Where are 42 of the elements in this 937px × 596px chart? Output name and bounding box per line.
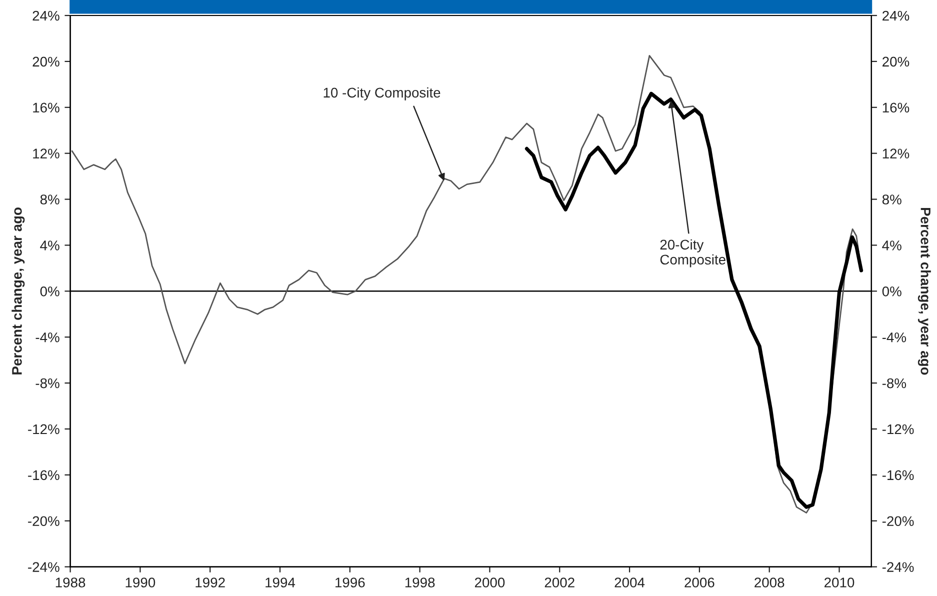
x-tick-label: 1988 [56, 578, 86, 588]
y-tick-label: -24% [28, 562, 60, 572]
y2-tick-label: -24% [882, 562, 914, 572]
y-tick-label: -16% [28, 470, 60, 480]
y2-tick-label: 4% [882, 240, 902, 250]
y-tick-label: 20% [32, 56, 60, 67]
annotation: 20-City Composite [660, 239, 726, 268]
x-tick-label: 2008 [754, 578, 784, 588]
y-tick-label: -12% [28, 424, 60, 434]
y-tick-label: -8% [36, 378, 60, 388]
x-tick-label: 2010 [824, 578, 854, 588]
x-tick-label: 1998 [405, 578, 435, 588]
x-tick-label: 2004 [614, 578, 645, 588]
y2-tick-label: -12% [882, 424, 914, 434]
y2-tick-label: -4% [882, 332, 906, 342]
x-tick-label: 1994 [266, 578, 296, 588]
y-tick-label: 8% [40, 194, 60, 204]
y2-tick-label: 8% [882, 194, 902, 204]
x-tick-label: 1996 [336, 578, 365, 588]
y2-tick-label: -20% [882, 516, 914, 526]
y-tick-label: 16% [33, 102, 60, 113]
y2-tick-label: 24% [882, 10, 910, 21]
y-tick-label: -20% [28, 516, 60, 526]
y-tick-label: 12% [33, 148, 60, 158]
x-tick-label: 1992 [196, 578, 225, 588]
y-tick-label: -4% [36, 332, 60, 342]
y2-tick-label: 16% [882, 102, 910, 113]
y-tick-label: 24% [32, 10, 60, 21]
x-tick-label: 2000 [474, 578, 505, 588]
y2-tick-label: 0% [882, 286, 902, 296]
annotation: 10 -City Composite [324, 87, 440, 100]
y2-tick-label: -16% [882, 470, 914, 480]
y-axis-title: Percent change, year ago [12, 208, 25, 374]
x-tick-label: 1990 [126, 578, 156, 588]
y2-tick-label: 12% [882, 148, 910, 158]
y-tick-label: 0% [40, 286, 60, 296]
x-tick-label: 2002 [544, 578, 574, 588]
y2-tick-label: -8% [882, 378, 906, 388]
y2-tick-label: 20% [882, 56, 910, 67]
y2-axis-title: Percent change, year ago [918, 208, 931, 375]
y-tick-label: 4% [40, 240, 60, 250]
x-tick-label: 2006 [684, 578, 714, 588]
